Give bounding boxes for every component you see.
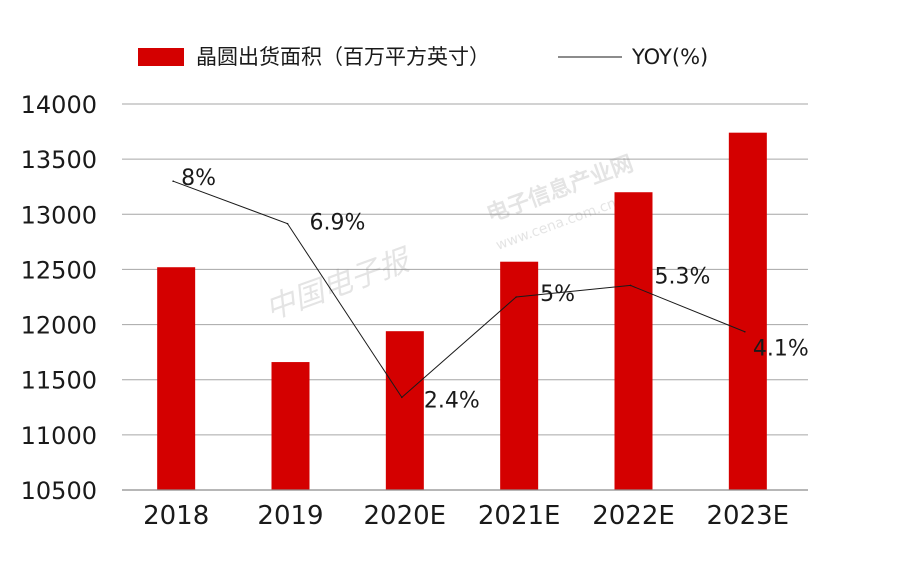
x-tick-label: 2021E: [478, 501, 561, 531]
legend-bar-label: 晶圆出货面积（百万平方英寸）: [196, 45, 490, 69]
yoy-data-label: 5.3%: [655, 264, 711, 289]
y-tick-label: 12500: [21, 256, 97, 284]
yoy-point-2018: [172, 180, 174, 182]
bar-2020E: [385, 331, 424, 490]
bars: [157, 132, 767, 490]
y-tick-label: 11000: [21, 422, 97, 450]
yoy-line: [172, 180, 746, 399]
yoy-data-label: 8%: [181, 166, 216, 191]
y-tick-label: 13000: [21, 201, 97, 229]
bar-2023E: [728, 132, 767, 490]
axes: 10500 11000 11500 12000 12500 13000 13500 14000…: [21, 91, 808, 531]
yoy-polyline: [172, 180, 746, 399]
y-tick-label: 13500: [21, 146, 97, 174]
watermark-newspaper: 中国电子报: [261, 242, 417, 327]
watermark: 电子信息产业网 www.cena.com.cn 中国电子报: [261, 151, 637, 328]
bar-2019: [271, 362, 310, 490]
yoy-point-2022E: [629, 284, 632, 287]
x-tick-label: 2022E: [592, 501, 675, 531]
y-tick-label: 10500: [21, 477, 97, 505]
legend-bar-swatch: [138, 48, 184, 66]
y-tick-label: 11500: [21, 367, 97, 395]
yoy-data-label: 6.9%: [310, 211, 366, 236]
y-tick-label: 14000: [21, 91, 97, 119]
legend: 晶圆出货面积（百万平方英寸） YOY(%): [138, 45, 708, 69]
x-tick-label: 2020E: [364, 501, 447, 531]
bar-2021E: [500, 261, 539, 490]
x-tick-label: 2019: [257, 501, 323, 531]
bar-2022E: [614, 192, 653, 490]
yoy-point-2020E: [401, 396, 403, 399]
legend-line-label: YOY(%): [631, 45, 708, 69]
yoy-labels: 8% 6.9% 2.4% 5% 5.3% 4.1%: [181, 166, 809, 413]
yoy-data-label: 2.4%: [424, 388, 480, 413]
x-tick-label: 2023E: [707, 501, 790, 531]
y-tick-label: 12000: [21, 312, 97, 340]
bar-2018: [157, 267, 196, 490]
yoy-point-2021E: [515, 296, 517, 298]
yoy-point-2023E: [744, 330, 746, 333]
yoy-point-2019: [286, 222, 289, 225]
yoy-data-label: 5%: [540, 282, 575, 307]
yoy-data-label: 4.1%: [753, 337, 809, 362]
gridlines: [122, 103, 808, 436]
x-tick-label: 2018: [143, 501, 209, 531]
